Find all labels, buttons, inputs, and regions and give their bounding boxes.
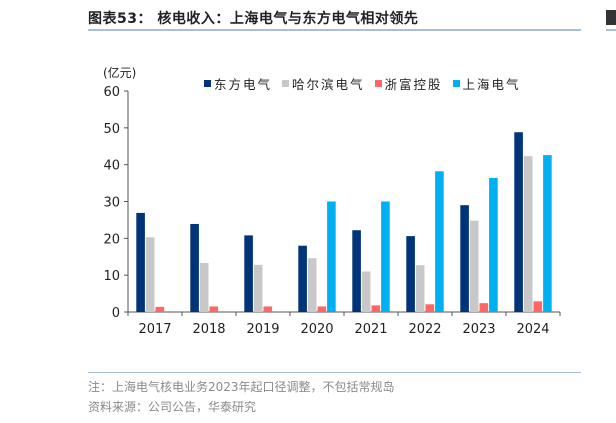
bar-2021-2 [371, 305, 381, 312]
bar-2021-0 [352, 230, 361, 312]
bar-2018-0 [190, 223, 199, 312]
legend-label: 哈尔滨电气 [292, 77, 365, 92]
legend: 东方电气 哈尔滨电气 浙富控股 上海电气 [204, 74, 521, 93]
legend-label: 东方电气 [214, 77, 273, 92]
legend-item: 上海电气 [452, 74, 521, 93]
bar-2024-0 [514, 132, 523, 312]
x-tick-label: 2017 [138, 322, 171, 337]
legend-swatch [374, 80, 382, 87]
x-tick-label: 2021 [354, 322, 387, 337]
legend-swatch [204, 80, 211, 87]
y-tick-label: 10 [103, 269, 120, 284]
adjacent-divider [606, 29, 616, 31]
figure-title: 图表53： 核电收入：上海电气与东方电气相对领先 [88, 11, 419, 27]
bar-2017-2 [155, 306, 165, 312]
x-tick-label: 2023 [462, 322, 495, 337]
bar-2021-1 [361, 271, 371, 312]
bar-2017-1 [145, 237, 155, 312]
bar-2024-1 [523, 156, 533, 312]
y-axis-unit: (亿元) [103, 66, 137, 80]
legend-label: 上海电气 [462, 77, 521, 92]
legend-swatch [282, 80, 290, 87]
bar-2020-2 [317, 306, 327, 312]
bar-2022-1 [415, 265, 425, 312]
legend-swatch [452, 80, 460, 87]
bar-2018-1 [199, 263, 209, 312]
bar-2023-3 [489, 177, 498, 312]
bar-2017-0 [136, 212, 145, 312]
legend-label: 浙富控股 [384, 77, 443, 92]
x-tick-label: 2019 [246, 322, 279, 337]
bar-2023-2 [479, 303, 489, 312]
bar-2022-3 [435, 171, 444, 312]
title-divider [88, 29, 581, 31]
bar-2019-2 [263, 306, 273, 312]
bar-2024-2 [533, 301, 543, 312]
bar-2020-3 [327, 201, 336, 312]
x-tick-label: 2024 [516, 322, 549, 337]
legend-item: 浙富控股 [374, 74, 443, 93]
bar-2024-3 [543, 155, 552, 312]
bar-2019-0 [244, 235, 253, 312]
source-note: 资料来源：公司公告，华泰研究 [88, 400, 257, 414]
y-tick-label: 60 [103, 85, 120, 100]
x-tick-label: 2022 [408, 322, 441, 337]
x-tick-label: 2020 [300, 322, 333, 337]
y-tick-label: 50 [103, 122, 120, 137]
bar-2021-3 [381, 201, 390, 312]
bar-2020-1 [307, 258, 317, 312]
legend-item: 东方电气 [204, 74, 272, 93]
bar-2022-2 [425, 304, 435, 312]
legend-item: 哈尔滨电气 [282, 74, 365, 93]
bar-2018-2 [209, 306, 219, 312]
bar-2023-1 [469, 220, 479, 312]
bar-2023-0 [460, 205, 469, 312]
x-tick-label: 2018 [192, 322, 225, 337]
bar-2022-0 [406, 236, 415, 312]
adjacent-figure-edge [606, 10, 616, 25]
footnote: 注：上海电气核电业务2023年起口径调整，不包括常规岛 [88, 380, 395, 394]
y-tick-label: 40 [103, 159, 120, 174]
bar-2019-1 [253, 264, 263, 312]
y-tick-label: 20 [103, 232, 120, 247]
footer-divider [88, 372, 581, 373]
y-tick-label: 0 [112, 306, 120, 321]
bar-2020-0 [298, 245, 307, 312]
y-tick-label: 30 [103, 196, 120, 211]
